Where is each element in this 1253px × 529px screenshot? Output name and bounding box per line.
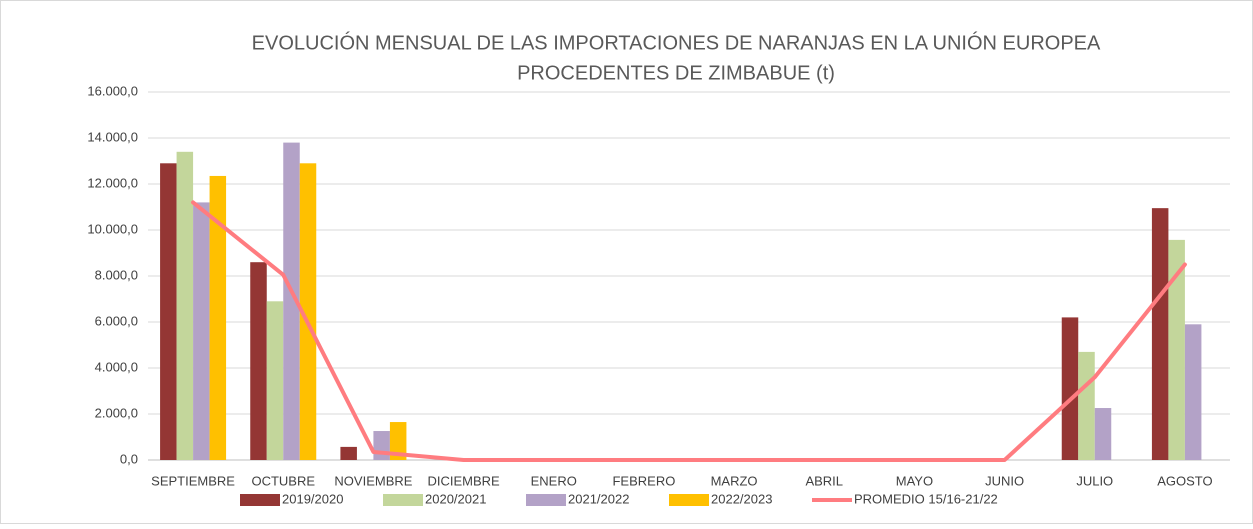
- x-tick-label: FEBRERO: [612, 473, 675, 488]
- y-tick-label: 2.000,0: [95, 405, 138, 420]
- y-tick-label: 14.000,0: [87, 129, 138, 144]
- chart-title: EVOLUCIÓN MENSUAL DE LAS IMPORTACIONES D…: [252, 31, 1101, 54]
- bar: [1078, 351, 1095, 460]
- y-tick-label: 12.000,0: [87, 175, 138, 190]
- x-tick-label: OCTUBRE: [251, 473, 315, 488]
- y-tick-label: 10.000,0: [87, 221, 138, 236]
- y-tick-label: 0,0: [120, 451, 138, 466]
- bar: [209, 175, 227, 460]
- bar: [1151, 208, 1169, 460]
- x-tick-label: NOVIEMBRE: [334, 473, 412, 488]
- legend-swatch: [240, 494, 280, 506]
- y-tick-label: 8.000,0: [95, 267, 138, 282]
- legend-label: PROMEDIO 15/16-21/22: [854, 491, 998, 506]
- bar: [1184, 324, 1202, 460]
- bar: [283, 142, 300, 460]
- legend-label: 2022/2023: [711, 491, 772, 506]
- legend-label: 2020/2021: [425, 491, 486, 506]
- x-tick-label: JULIO: [1076, 473, 1113, 488]
- bar: [1094, 408, 1112, 460]
- bar: [250, 262, 267, 460]
- x-tick-label: MARZO: [711, 473, 758, 488]
- x-tick-label: SEPTIEMBRE: [151, 473, 235, 488]
- x-tick-label: JUNIO: [985, 473, 1024, 488]
- chart-title: PROCEDENTES DE ZIMBABUE (t): [517, 62, 835, 84]
- bar: [373, 431, 390, 460]
- x-tick-label: ENERO: [531, 473, 577, 488]
- line: [191, 200, 1187, 462]
- y-tick-label: 4.000,0: [95, 359, 138, 374]
- x-tick-label: MAYO: [896, 473, 933, 488]
- bar: [193, 202, 210, 460]
- bar: [340, 446, 357, 460]
- legend-swatch: [383, 494, 423, 506]
- bar: [1168, 239, 1185, 460]
- legend-swatch: [526, 494, 566, 506]
- x-tick-label: AGOSTO: [1157, 473, 1212, 488]
- legend-label: 2021/2022: [568, 491, 629, 506]
- x-tick-label: ABRIL: [805, 473, 843, 488]
- y-tick-label: 6.000,0: [95, 313, 138, 328]
- bar: [176, 151, 194, 461]
- bar: [160, 163, 177, 461]
- x-tick-label: DICIEMBRE: [427, 473, 500, 488]
- bar: [1061, 317, 1079, 460]
- bar: [389, 422, 407, 460]
- y-tick-label: 16.000,0: [87, 83, 138, 98]
- bar: [299, 163, 317, 461]
- legend-swatch: [669, 494, 709, 506]
- legend-label: 2019/2020: [282, 491, 343, 506]
- bar: [266, 301, 284, 460]
